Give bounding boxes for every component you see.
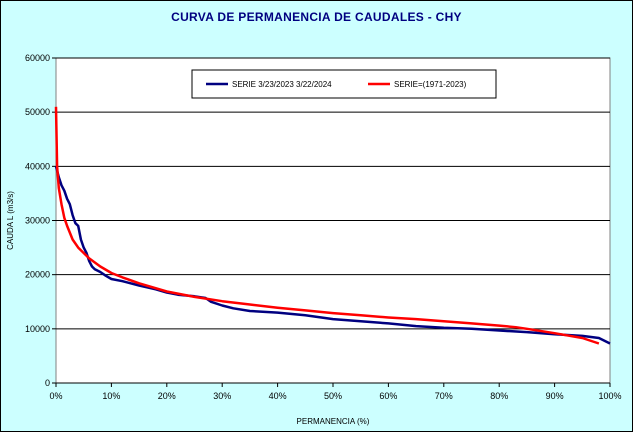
legend-box [191,69,497,99]
y-tick-label: 0 [45,378,50,388]
x-tick-label: 50% [324,391,342,401]
x-tick-label: 20% [158,391,176,401]
grid-lines [56,57,610,384]
y-tick-label: 10000 [25,324,50,334]
legend-label: SERIE 3/23/2023 3/22/2024 [232,80,332,89]
series-lines [54,106,611,345]
x-axis-ticks: 0% 10% 20% 30% 40% 50% 60% 70% 80% 90% 100% [49,383,622,401]
x-tick-label: 80% [490,391,508,401]
x-axis-title: PERMANENCIA (%) [297,417,370,426]
x-tick-label: 90% [546,391,564,401]
x-tick-label: 40% [269,391,287,401]
x-tick-label: 0% [49,391,62,401]
y-tick-label: 20000 [25,270,50,280]
x-tick-label: 30% [213,391,231,401]
y-axis-ticks: 0 10000 20000 30000 40000 50000 60000 [25,53,56,388]
y-tick-label: 30000 [25,216,50,226]
legend: SERIE 3/23/2023 3/22/2024 SERIE=(1971-202… [191,69,497,99]
x-tick-label: 100% [598,391,621,401]
x-tick-label: 70% [435,391,453,401]
y-tick-label: 40000 [25,161,50,171]
x-tick-label: 10% [102,391,120,401]
y-tick-label: 50000 [25,107,50,117]
x-tick-label: 60% [379,391,397,401]
series-line-2 [54,106,600,345]
legend-label: SERIE=(1971-2023) [394,80,467,89]
chart-title: CURVA DE PERMANENCIA DE CAUDALES - CHY [171,10,462,24]
y-tick-label: 60000 [25,53,50,63]
y-axis-title: CAUDA L (m3/s) [6,191,15,250]
